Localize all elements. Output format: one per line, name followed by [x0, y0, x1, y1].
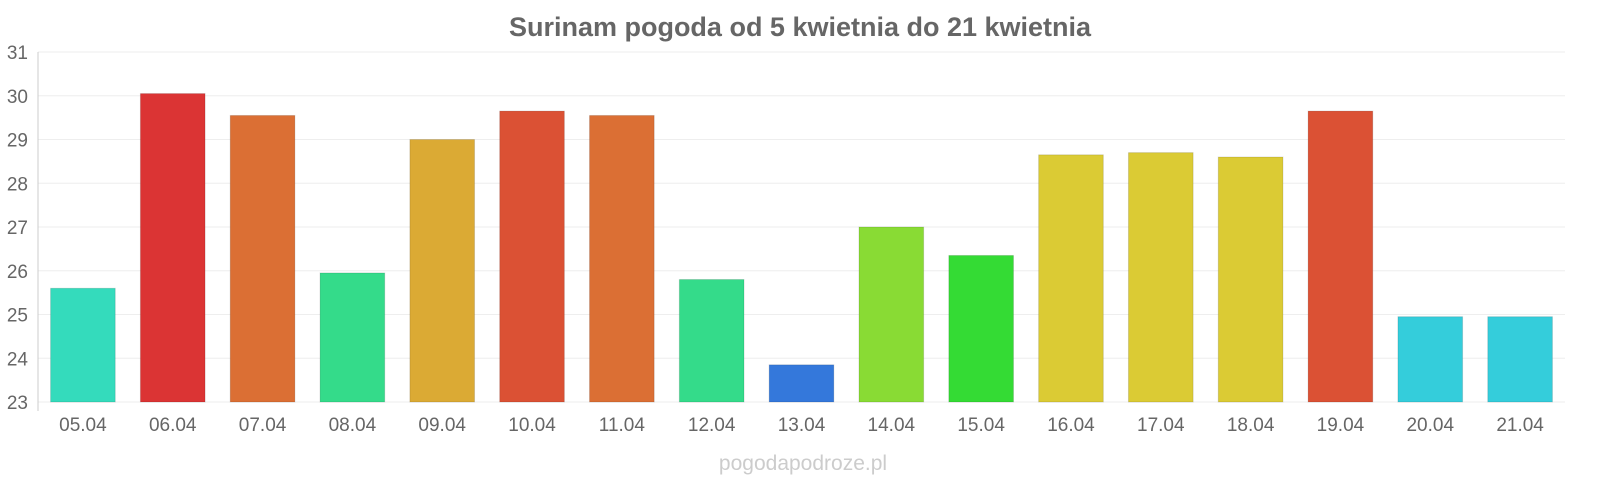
x-axis-ticks: 05.04 06.04 07.04 08.04 09.04 10.04 11.04 12.04…: [59, 415, 1544, 436]
bar[interactable]: [139, 93, 206, 403]
x-tick-label: 07.04: [239, 415, 287, 436]
bar[interactable]: [589, 114, 655, 403]
bar[interactable]: [1217, 156, 1284, 403]
x-tick-label: 16.04: [1047, 415, 1095, 436]
y-tick-label: 24: [7, 349, 29, 370]
bar[interactable]: [1038, 154, 1104, 403]
chart-title: Surinam pogoda od 5 kwietnia do 21 kwiet…: [509, 12, 1092, 42]
bar[interactable]: [948, 254, 1014, 403]
x-tick-label: 19.04: [1317, 415, 1365, 436]
y-tick-label: 29: [7, 131, 28, 152]
bar[interactable]: [768, 364, 835, 403]
bar[interactable]: [409, 139, 476, 403]
bar[interactable]: [1397, 316, 1464, 403]
x-tick-label: 15.04: [957, 415, 1005, 436]
x-tick-label: 13.04: [778, 415, 826, 436]
x-tick-label: 20.04: [1406, 415, 1454, 436]
y-tick-label: 28: [7, 174, 28, 195]
x-tick-label: 18.04: [1227, 415, 1275, 436]
y-tick-label: 23: [7, 393, 28, 414]
bar[interactable]: [1127, 152, 1194, 403]
bar[interactable]: [499, 110, 565, 403]
x-tick-label: 21.04: [1496, 415, 1544, 436]
x-tick-label: 10.04: [508, 415, 556, 436]
bar[interactable]: [1307, 110, 1374, 403]
x-tick-label: 09.04: [418, 415, 466, 436]
x-tick-label: 06.04: [149, 415, 197, 436]
bar[interactable]: [678, 279, 745, 403]
watermark: pogodapodroze.pl: [719, 452, 887, 475]
bars: [50, 93, 1553, 403]
bar[interactable]: [858, 226, 925, 403]
x-tick-label: 14.04: [868, 415, 916, 436]
y-tick-label: 25: [7, 306, 28, 327]
x-tick-label: 08.04: [329, 415, 377, 436]
x-tick-label: 05.04: [59, 415, 107, 436]
y-tick-label: 31: [7, 43, 28, 64]
x-tick-label: 17.04: [1137, 415, 1185, 436]
bar[interactable]: [50, 287, 116, 403]
bar[interactable]: [1487, 316, 1553, 403]
y-axis-ticks: 23 24 25 26 27 28 29 30 31: [7, 43, 29, 414]
y-tick-label: 26: [7, 262, 28, 283]
x-tick-label: 12.04: [688, 415, 736, 436]
bar[interactable]: [319, 272, 386, 403]
y-tick-label: 30: [7, 87, 28, 108]
y-tick-label: 27: [7, 218, 28, 239]
bar[interactable]: [229, 114, 296, 403]
x-tick-label: 11.04: [599, 415, 646, 436]
